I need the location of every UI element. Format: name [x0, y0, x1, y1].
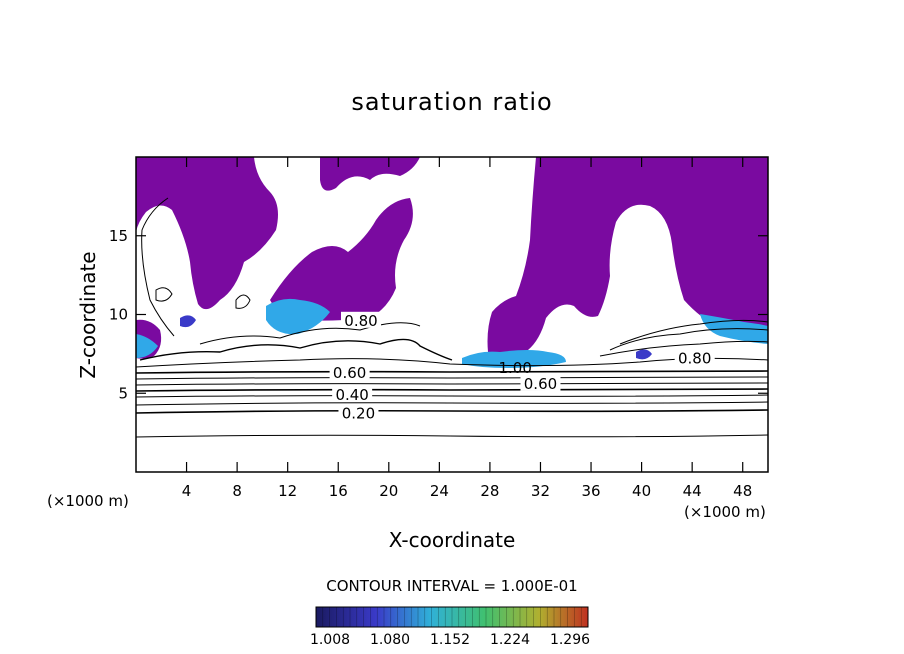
contour-label-background	[340, 311, 381, 328]
high-sat-patch-4	[136, 334, 158, 358]
colorbar-tick-label: 1.008	[309, 632, 351, 648]
contour-interval-label: CONTOUR INTERVAL = 1.000E-01	[326, 577, 578, 595]
high-sat-patch-5	[636, 349, 652, 360]
colorbar-tick-label: 1.296	[549, 632, 591, 648]
colorbar	[315, 606, 589, 628]
x-axis-ticks	[185, 157, 744, 472]
contour-line	[136, 388, 768, 392]
x-unit-label-left: (×1000 m)	[47, 492, 129, 510]
contour-label-background	[674, 349, 715, 366]
supersat-region-right	[487, 157, 768, 354]
x-tick-label: 40	[632, 482, 651, 500]
contour-labels: 0.200.40 0.60 0.60 0.80 0.80 1.00	[329, 311, 715, 423]
high-sat-patch-1	[266, 298, 330, 335]
contour-label: 0.60	[524, 375, 557, 393]
supersat-region-topmid	[320, 157, 420, 191]
contour-line	[199, 322, 421, 345]
x-tick-label: 32	[531, 482, 550, 500]
contour-line	[136, 434, 768, 438]
contour-label: 0.60	[333, 364, 366, 382]
contour-label: 0.80	[678, 350, 711, 368]
y-axis-ticks	[136, 235, 768, 394]
contour-label: 0.20	[342, 405, 375, 423]
contour-label: 0.40	[335, 386, 368, 404]
contour-line	[609, 328, 768, 351]
contour-label-background	[338, 404, 379, 421]
x-tick-label: 48	[733, 482, 752, 500]
x-tick-label: 8	[232, 482, 242, 500]
x-tick-label: 24	[430, 482, 449, 500]
contour-line	[235, 294, 251, 309]
x-tick-label: 4	[182, 482, 192, 500]
contour-line	[136, 370, 768, 374]
y-axis-label: Z-coordinate	[76, 251, 100, 379]
chart-title: saturation ratio	[351, 88, 553, 116]
x-axis-tick-labels: 4 8 12 16 20 24 28 32 36 40 44 48	[182, 482, 752, 500]
x-axis-label: X-coordinate	[388, 528, 516, 552]
filled-contours	[136, 157, 768, 368]
x-tick-label: 16	[329, 482, 348, 500]
y-tick-label: 15	[109, 227, 128, 245]
contour-line	[136, 382, 768, 386]
x-tick-label: 20	[379, 482, 398, 500]
contour-line	[136, 409, 768, 414]
y-tick-label: 10	[109, 306, 128, 324]
x-tick-label: 28	[480, 482, 499, 500]
contour-line	[619, 319, 768, 345]
y-tick-label: 5	[118, 384, 128, 402]
contour-line	[136, 357, 768, 368]
contour-label: 1.00	[498, 359, 531, 377]
contour-label-background	[329, 363, 370, 380]
contour-line	[136, 376, 768, 380]
contour-line	[136, 401, 768, 406]
colorbar-tick-label: 1.224	[489, 632, 531, 648]
x-tick-label: 36	[581, 482, 600, 500]
contour-line	[155, 287, 173, 302]
contour-line	[141, 197, 175, 337]
contour-label: 0.80	[344, 312, 377, 330]
high-sat-patch-2	[462, 350, 566, 368]
contour-line	[599, 340, 768, 357]
x-tick-label: 12	[278, 482, 297, 500]
colorbar-tick-label: 1.080	[369, 632, 411, 648]
x-unit-label-right: (×1000 m)	[684, 503, 766, 521]
colorbar-divisions	[322, 607, 582, 627]
contour-lines	[136, 197, 768, 438]
y-axis-tick-labels: 5 10 15	[109, 227, 128, 403]
contour-label-background	[520, 374, 561, 391]
colorbar-tick-label: 1.152	[429, 632, 471, 648]
supersat-region-left	[136, 157, 278, 310]
contour-line	[139, 338, 453, 361]
supersat-region-mid	[270, 198, 413, 321]
x-tick-label: 44	[683, 482, 702, 500]
high-sat-patch-6	[180, 315, 196, 328]
contour-label-background	[332, 385, 373, 402]
contour-line	[136, 394, 768, 398]
